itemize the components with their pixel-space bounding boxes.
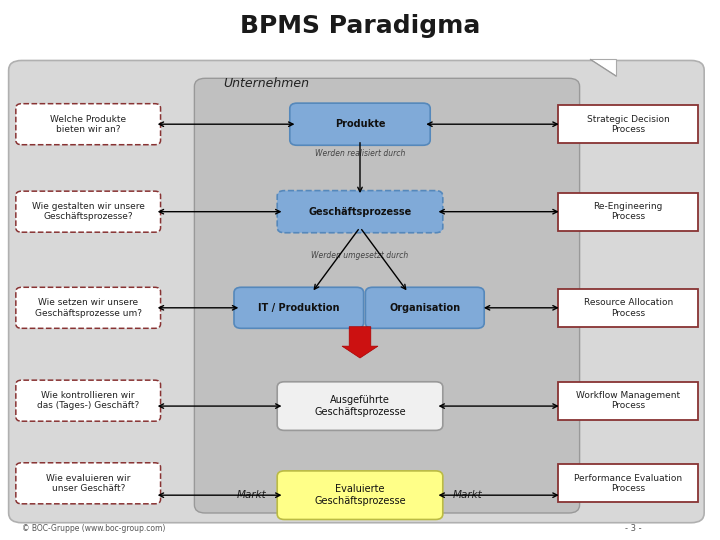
Text: Strategic Decision
Process: Strategic Decision Process	[587, 114, 670, 134]
Text: IT / Produktion: IT / Produktion	[258, 303, 340, 313]
FancyBboxPatch shape	[9, 60, 704, 523]
Text: Markt: Markt	[237, 490, 267, 500]
Text: BPMS Paradigma: BPMS Paradigma	[240, 14, 480, 38]
Text: Werden umgesetzt durch: Werden umgesetzt durch	[311, 252, 409, 260]
FancyBboxPatch shape	[16, 463, 161, 504]
FancyBboxPatch shape	[558, 105, 698, 143]
Text: Produkte: Produkte	[335, 119, 385, 129]
Text: Markt: Markt	[453, 490, 483, 500]
FancyBboxPatch shape	[558, 289, 698, 327]
Text: Workflow Management
Process: Workflow Management Process	[576, 391, 680, 410]
Text: Organisation: Organisation	[390, 303, 460, 313]
Text: Re-Engineering
Process: Re-Engineering Process	[593, 202, 663, 221]
Text: Geschäftsprozesse: Geschäftsprozesse	[308, 207, 412, 217]
Text: - 3 -: - 3 -	[625, 524, 642, 532]
FancyBboxPatch shape	[16, 104, 161, 145]
Text: Wie setzen wir unsere
Geschäftsprozesse um?: Wie setzen wir unsere Geschäftsprozesse …	[35, 298, 142, 318]
FancyBboxPatch shape	[558, 464, 698, 502]
Text: Welche Produkte
bieten wir an?: Welche Produkte bieten wir an?	[50, 114, 126, 134]
FancyBboxPatch shape	[234, 287, 364, 328]
FancyBboxPatch shape	[277, 191, 443, 233]
FancyBboxPatch shape	[558, 382, 698, 420]
Polygon shape	[590, 59, 616, 76]
Text: © BOC-Gruppe (www.boc-group.com): © BOC-Gruppe (www.boc-group.com)	[22, 524, 165, 532]
FancyBboxPatch shape	[558, 193, 698, 231]
FancyBboxPatch shape	[16, 287, 161, 328]
Text: Performance Evaluation
Process: Performance Evaluation Process	[574, 474, 683, 493]
Text: Wie gestalten wir unsere
Geschäftsprozesse?: Wie gestalten wir unsere Geschäftsprozes…	[32, 202, 145, 221]
FancyBboxPatch shape	[289, 103, 430, 145]
FancyBboxPatch shape	[365, 287, 484, 328]
FancyBboxPatch shape	[194, 78, 580, 513]
FancyBboxPatch shape	[277, 471, 443, 519]
Text: Wie evaluieren wir
unser Geschäft?: Wie evaluieren wir unser Geschäft?	[46, 474, 130, 493]
FancyArrow shape	[342, 327, 378, 358]
Text: Unternehmen: Unternehmen	[223, 77, 309, 90]
FancyBboxPatch shape	[277, 382, 443, 430]
Text: Wie kontrollieren wir
das (Tages-) Geschäft?: Wie kontrollieren wir das (Tages-) Gesch…	[37, 391, 140, 410]
Text: Werden realisiert durch: Werden realisiert durch	[315, 150, 405, 158]
Text: Evaluierte
Geschäftsprozesse: Evaluierte Geschäftsprozesse	[314, 484, 406, 506]
Text: Resource Allocation
Process: Resource Allocation Process	[584, 298, 672, 318]
Text: Ausgeführte
Geschäftsprozesse: Ausgeführte Geschäftsprozesse	[314, 395, 406, 417]
FancyBboxPatch shape	[16, 380, 161, 421]
FancyBboxPatch shape	[16, 191, 161, 232]
